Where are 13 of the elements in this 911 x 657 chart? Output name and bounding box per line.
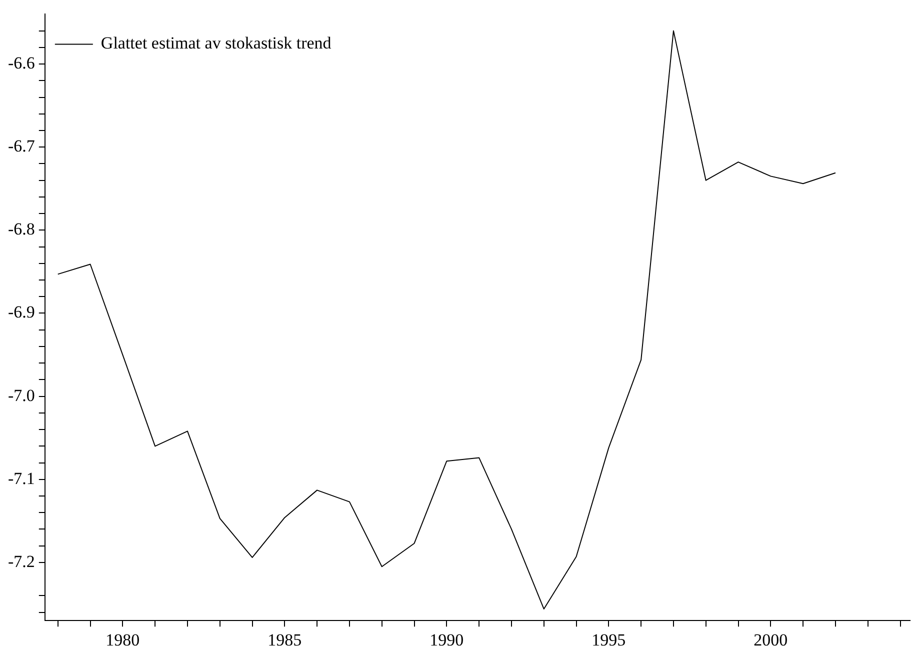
- y-tick-label: -6.8: [8, 220, 35, 239]
- x-tick-label: 1990: [430, 630, 464, 650]
- y-tick-label: -7.2: [8, 552, 35, 571]
- y-tick-label: -6.7: [8, 136, 36, 156]
- x-tick-label: 1980: [106, 630, 140, 650]
- x-tick-label: 1985: [268, 630, 302, 650]
- y-tick-label: -6.9: [8, 302, 35, 322]
- y-tick-label: -7.0: [8, 386, 35, 405]
- x-tick-label: 1995: [592, 630, 626, 650]
- x-tick-label: 2000: [754, 630, 788, 650]
- y-tick-label: -6.6: [8, 54, 35, 73]
- legend-label: Glattet estimat av stokastisk trend: [100, 34, 332, 53]
- y-tick-label: -7.1: [8, 468, 35, 488]
